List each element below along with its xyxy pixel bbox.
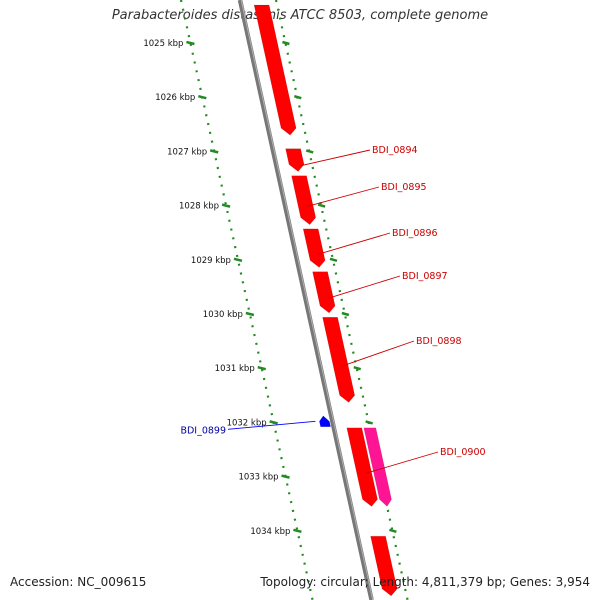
ruler-tick-label: 1033 kbp — [238, 473, 278, 483]
inner-ruler-tick — [257, 365, 267, 371]
inner-ruler-tick — [269, 420, 278, 425]
inner-ruler-line — [179, 0, 314, 600]
gene-label-bdi-0900: BDI_0900 — [440, 447, 486, 458]
ruler-tick-label: 1034 kbp — [250, 527, 290, 537]
ruler-tick-label: 1025 kbp — [143, 39, 183, 49]
genome-title: Parabacteroides distasonis ATCC 8503, co… — [111, 8, 489, 23]
gene-arrow-bdi-0899 — [319, 415, 331, 428]
outer-ruler-tick — [341, 311, 350, 317]
outer-ruler-tick — [365, 420, 373, 425]
gene-label-bdi-0896: BDI_0896 — [392, 228, 438, 239]
gene-layer — [253, 4, 398, 597]
gene-arrow-bdi-0897 — [312, 271, 336, 314]
genome-backbone — [237, 0, 374, 600]
inner-ruler-tick — [186, 40, 195, 46]
gene-arrow-bdi-0895 — [291, 175, 317, 225]
accession-label: Accession: NC_009615 — [10, 575, 147, 589]
gene-label-layer: BDI_0894 BDI_0895 BDI_0896 BDI_0897 BDI_0898… — [180, 145, 486, 474]
inner-ruler-tick — [209, 149, 219, 154]
gene-label-connector — [307, 186, 380, 207]
gene-label-connector — [342, 340, 415, 367]
outer-ruler-tick — [353, 365, 362, 371]
outer-ruler-line — [274, 0, 409, 600]
inner-ruler-tick — [245, 311, 255, 317]
outer-ruler-tick — [389, 528, 397, 534]
inner-ruler-tick — [233, 257, 243, 263]
gene-label-connector — [227, 420, 316, 430]
ruler-tick-label: 1032 kbp — [227, 418, 267, 428]
gene-arrow-g_prev — [253, 4, 297, 136]
gene-label-bdi-0899: BDI_0899 — [180, 425, 226, 436]
gene-label-bdi-0897: BDI_0897 — [402, 271, 448, 282]
ruler-tick-label: 1031 kbp — [215, 364, 255, 374]
gene-arrow-g_0900a — [346, 427, 378, 507]
gene-arrow-bdi-0900 — [363, 427, 392, 507]
gene-label-bdi-0898: BDI_0898 — [416, 336, 462, 347]
genome-backbone-highlight — [240, 0, 374, 600]
genome-summary-label: Topology: circular; Length: 4,811,379 bp… — [260, 575, 590, 589]
gene-label-bdi-0895: BDI_0895 — [381, 182, 427, 193]
inner-ruler-tick — [221, 203, 231, 208]
gene-label-connector — [299, 149, 371, 167]
ruler-tick-label: 1028 kbp — [179, 202, 219, 212]
ruler-tick-label: 1029 kbp — [191, 256, 231, 266]
outer-ruler-tick — [282, 40, 290, 46]
ruler-tick-label: 1027 kbp — [167, 147, 207, 157]
gene-arrow-bdi-0894 — [285, 148, 305, 172]
inner-ruler-tick — [293, 528, 302, 534]
gene-label-connector — [366, 451, 439, 474]
gene-label-connector — [318, 232, 391, 255]
gene-arrow-g_next — [370, 535, 398, 597]
gene-label-bdi-0894: BDI_0894 — [372, 145, 418, 156]
outer-ruler-tick — [293, 94, 302, 100]
outer-ruler-tick — [317, 203, 326, 208]
backbone-layer — [237, 0, 374, 600]
gene-label-connector — [327, 275, 401, 299]
ruler-tick-label: 1026 kbp — [155, 93, 195, 103]
gene-arrow-bdi-0898 — [322, 316, 356, 403]
outer-ruler-tick — [329, 257, 338, 263]
ruler-tick-label: 1030 kbp — [203, 310, 243, 320]
outer-ruler-tick — [305, 149, 314, 154]
inner-ruler-tick — [198, 94, 207, 100]
inner-ruler-tick — [281, 474, 290, 479]
gene-arrow-bdi-0896 — [302, 228, 326, 268]
